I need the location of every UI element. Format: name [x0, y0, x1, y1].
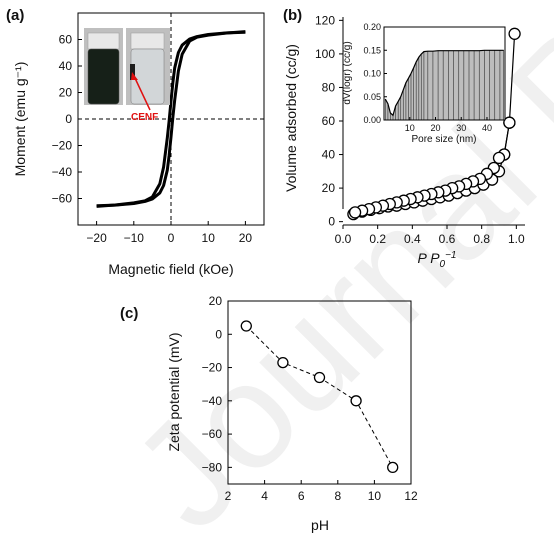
x-tick-label: 0 [168, 231, 175, 245]
panel-a-label: (a) [6, 7, 24, 24]
panel-c-zeta-potential: (c) 2 4 6 8 10 12 −80 −60 −40 −20 0 20 pH Zeta pote… [120, 294, 418, 533]
inset-x-tick-label: 10 [405, 123, 415, 133]
zeta-potential-point [387, 461, 399, 474]
panel-a-y-axis-label: Moment (emu g⁻¹) [12, 62, 28, 177]
y-tick-label: 80 [322, 80, 336, 94]
y-tick-label: 0 [65, 112, 72, 126]
inset-x-tick-label: 40 [482, 123, 492, 133]
y-tick-label: −60 [52, 192, 73, 206]
y-tick-label: −20 [52, 139, 73, 153]
zeta-potential-point [240, 320, 252, 332]
y-tick-label: 40 [59, 59, 73, 73]
x-tick-label: −10 [124, 231, 145, 245]
y-tick-label: 20 [59, 86, 73, 100]
zeta-potential-point [277, 356, 289, 369]
inset-y-tick-label: 0.20 [363, 22, 381, 32]
x-tick-label: 6 [298, 489, 305, 503]
y-tick-label: 60 [322, 114, 336, 128]
x-tick-label: 0.2 [369, 232, 386, 246]
desorption-point [492, 151, 506, 165]
y-tick-label: −20 [202, 361, 223, 375]
x-tick-label: 0.0 [335, 232, 352, 246]
vial-dispersed-cap [87, 32, 120, 50]
inset-y-tick-label: 0.10 [363, 69, 381, 79]
annotation-arrow [133, 75, 151, 111]
x-tick-label: 10 [202, 231, 216, 245]
inset-x-tick-label: 20 [430, 123, 440, 133]
inset-y-axis-label: dV(logr) (cc/g) [342, 41, 353, 104]
inset-x-tick-label: 30 [456, 123, 466, 133]
panel-b-y-axis-label: Volume adsorbed (cc/g) [283, 44, 299, 192]
x-tick-label: −20 [86, 231, 107, 245]
panel-a-magnetization: (a) −20 −10 0 10 20 −60 −40 −20 0 20 40 60 CENF Mag… [6, 7, 265, 277]
x-tick-label: 0.6 [439, 232, 456, 246]
panel-c-label: (c) [120, 305, 138, 322]
y-tick-label: 120 [315, 13, 335, 27]
zeta-potential-point [350, 395, 362, 407]
y-tick-label: 20 [322, 181, 336, 195]
x-tick-label: 8 [334, 489, 341, 503]
x-tick-label: 20 [239, 231, 253, 245]
zeta-potential-point [313, 371, 326, 384]
photo-divider [123, 28, 126, 105]
y-tick-label: −60 [202, 427, 223, 441]
x-tick-label: 2 [225, 489, 232, 503]
x-tick-label: 4 [261, 489, 268, 503]
vial-dispersed [87, 48, 120, 105]
inset-x-axis-label: Pore size (nm) [411, 134, 476, 145]
panel-c-x-axis-label: pH [311, 517, 329, 533]
pore-distribution-line [384, 49, 504, 117]
y-tick-label: −40 [52, 165, 73, 179]
photo-annotation-label: CENF [131, 112, 158, 123]
hysteresis-descending-branch [96, 30, 246, 208]
y-tick-label: 100 [315, 47, 335, 61]
y-tick-label: 40 [322, 148, 336, 162]
y-tick-label: 0 [328, 215, 335, 229]
vial-separated [130, 48, 165, 105]
y-tick-label: −40 [202, 394, 223, 408]
y-tick-label: 0 [215, 327, 222, 341]
panel-b-label: (b) [283, 7, 302, 24]
y-tick-label: 20 [209, 294, 223, 308]
x-tick-label: 0.4 [404, 232, 421, 246]
y-tick-label: −80 [202, 460, 223, 474]
x-tick-label: 1.0 [508, 232, 525, 246]
desorption-point [348, 206, 362, 219]
x-tick-label: 10 [368, 489, 382, 503]
inset-y-tick-label: 0.00 [363, 115, 381, 125]
vial-photo: CENF [84, 28, 170, 123]
annotation-arrowhead [131, 72, 138, 80]
vial-separated-cap [130, 32, 165, 50]
x-tick-label: 0.8 [473, 232, 490, 246]
x-tick-label: 12 [404, 489, 418, 503]
adsorption-point [508, 27, 521, 40]
panel-a-x-axis-label: Magnetic field (kOe) [108, 261, 233, 277]
inset-y-tick-label: 0.05 [363, 92, 381, 102]
pore-size-inset: 10 20 30 40 0.00 0.05 0.10 0.15 0.20 Pore size (… [342, 22, 506, 145]
inset-y-tick-label: 0.15 [363, 45, 381, 55]
panel-c-frame [227, 300, 412, 485]
y-tick-label: 60 [59, 33, 73, 47]
desorption-point [503, 116, 516, 129]
attracted-nanofibers [130, 64, 135, 80]
panel-c-y-axis-label: Zeta potential (mV) [166, 332, 182, 451]
